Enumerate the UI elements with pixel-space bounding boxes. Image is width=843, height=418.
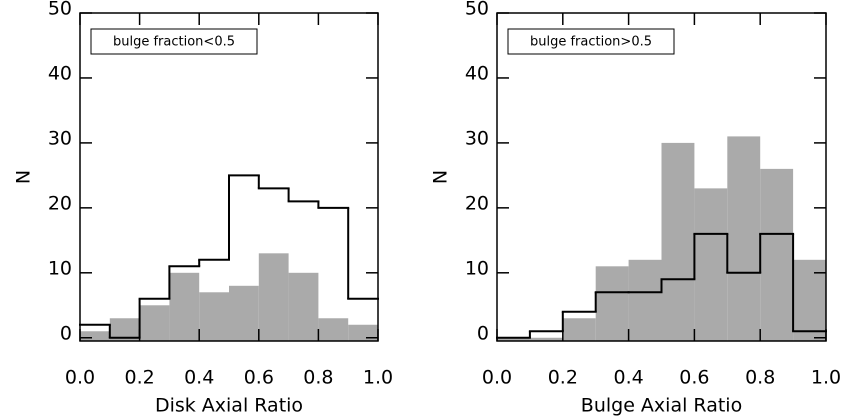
x-tick-label: 0.2 xyxy=(548,367,578,389)
x-tick-label: 0.2 xyxy=(124,367,154,389)
y-tick-label: 10 xyxy=(48,257,72,279)
bar xyxy=(727,136,761,341)
bar xyxy=(793,259,826,341)
y-tick-label: 50 xyxy=(48,0,72,20)
bar xyxy=(169,272,200,341)
x-axis-label: Disk Axial Ratio xyxy=(155,395,303,417)
y-tick-label: 20 xyxy=(48,192,72,214)
x-tick-label: 1.0 xyxy=(811,367,841,389)
bar xyxy=(109,318,140,341)
x-tick-label: 0.0 xyxy=(482,367,512,389)
bar xyxy=(139,305,170,341)
annotation: bulge fraction<0.5 xyxy=(113,35,235,50)
bar xyxy=(628,259,662,341)
annotation-box xyxy=(507,28,675,55)
y-axis-label: N xyxy=(430,170,452,184)
annotation: bulge fraction>0.5 xyxy=(530,35,652,50)
bar xyxy=(661,142,695,341)
x-tick-label: 0.4 xyxy=(613,367,643,389)
bar xyxy=(199,292,229,341)
bar xyxy=(288,272,319,341)
bar xyxy=(497,337,530,341)
x-tick-label: 1.0 xyxy=(363,367,393,389)
bar xyxy=(595,266,629,341)
bar xyxy=(562,318,596,341)
y-tick-label: 30 xyxy=(48,127,72,149)
x-tick-label: 0.4 xyxy=(184,367,214,389)
bar xyxy=(318,318,349,341)
plot-frame xyxy=(496,12,827,342)
x-tick-label: 0.6 xyxy=(244,367,274,389)
panel: 0 10 20 30 40 50 0.0 0.2 0.4 0.6 0.8 1.0 Disk Axial … xyxy=(13,0,394,417)
y-tick-label: 0 xyxy=(60,322,72,344)
panel: 0 10 20 30 40 50 0.0 0.2 0.4 0.6 0.8 1.0 Bulge Axial… xyxy=(430,0,842,417)
x-axis-label: Bulge Axial Ratio xyxy=(581,395,742,417)
plot-frame xyxy=(79,12,379,342)
y-tick-label: 10 xyxy=(465,257,489,279)
y-tick-label: 50 xyxy=(465,0,489,20)
y-tick-label: 30 xyxy=(465,127,489,149)
bar xyxy=(760,168,794,341)
y-axis-label: N xyxy=(13,170,35,184)
x-tick-label: 0.8 xyxy=(745,367,775,389)
bar xyxy=(258,253,289,341)
y-tick-label: 40 xyxy=(465,62,489,84)
y-tick-label: 0 xyxy=(477,322,489,344)
bar xyxy=(229,285,259,341)
bar xyxy=(80,331,110,341)
y-tick-label: 40 xyxy=(48,62,72,84)
x-tick-label: 0.6 xyxy=(679,367,709,389)
x-tick-label: 0.0 xyxy=(65,367,95,389)
x-tick-label: 0.8 xyxy=(303,367,333,389)
y-tick-label: 20 xyxy=(465,192,489,214)
bar xyxy=(694,188,728,341)
annotation-box xyxy=(90,28,258,55)
bar xyxy=(529,337,563,341)
bar xyxy=(348,324,378,341)
